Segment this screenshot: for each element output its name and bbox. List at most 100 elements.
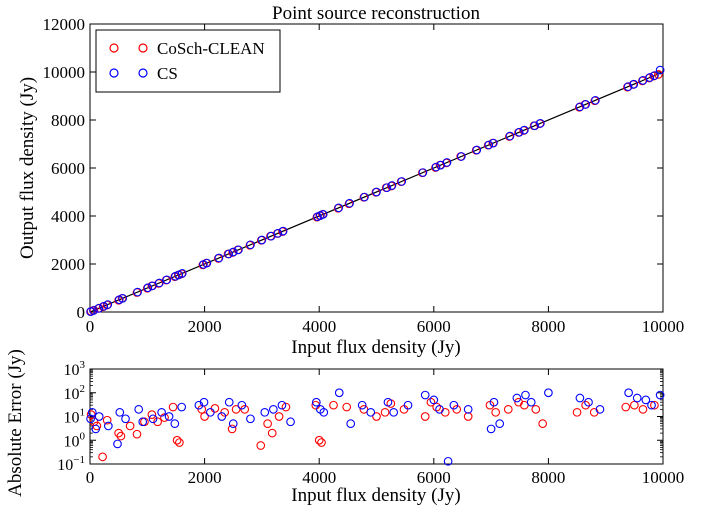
point-cs xyxy=(334,203,344,213)
error-point-cs xyxy=(86,414,95,424)
error-point-cs xyxy=(334,388,344,398)
point-cs xyxy=(484,140,494,150)
error-point-cs xyxy=(383,397,393,407)
error-data-points xyxy=(86,388,665,466)
error-point-coschclean xyxy=(98,452,107,462)
main-y-tick-label: 8000 xyxy=(51,111,85,130)
error-point-cs xyxy=(403,400,413,410)
point-cs xyxy=(89,306,98,315)
legend-label-coschclean: CoSch-CLEAN xyxy=(157,39,265,58)
point-cs xyxy=(530,121,539,131)
point-cs xyxy=(623,82,633,91)
error-scatter-chart: 0 2000 4000 6000 8000 10000 10−1100101102103 … xyxy=(5,349,684,506)
point-cs xyxy=(650,71,659,80)
error-point-coschclean xyxy=(168,402,178,412)
chart-title: Point source reconstruction xyxy=(272,3,480,24)
error-y-tick-label: 100 xyxy=(64,430,86,450)
error-point-cs xyxy=(526,397,536,407)
error-point-cs xyxy=(584,397,593,407)
point-cs xyxy=(133,287,142,297)
error-point-coschclean xyxy=(175,438,184,447)
error-point-cs xyxy=(521,390,530,400)
legend-entry-cs: CS xyxy=(109,64,178,83)
error-point-cs xyxy=(420,390,430,400)
main-data-points xyxy=(86,65,665,316)
error-x-tick-label: 4000 xyxy=(302,468,336,487)
legend-entry-coschclean: CoSch-CLEAN xyxy=(109,39,265,58)
error-point-coschclean xyxy=(329,400,338,410)
point-cs xyxy=(143,283,153,293)
point-cs xyxy=(472,145,482,155)
error-point-cs xyxy=(389,407,399,417)
point-cs xyxy=(387,181,397,190)
error-x-tick-label: 8000 xyxy=(531,468,565,487)
error-point-coschclean xyxy=(231,405,241,414)
error-point-coschclean xyxy=(503,405,513,414)
error-point-cs xyxy=(357,400,367,410)
error-point-coschclean xyxy=(114,428,123,438)
error-point-cs xyxy=(87,407,97,417)
error-point-cs xyxy=(113,439,122,449)
error-point-coschclean xyxy=(538,419,548,428)
error-point-cs xyxy=(435,405,444,414)
point-cs xyxy=(456,152,466,161)
error-x-tick-label: 2000 xyxy=(188,468,222,487)
point-cs xyxy=(514,127,524,137)
point-cs xyxy=(397,177,407,186)
error-point-cs xyxy=(489,397,499,407)
error-point-coschclean xyxy=(372,412,381,421)
error-point-cs xyxy=(94,412,104,421)
point-cs xyxy=(234,245,243,255)
point-cs xyxy=(431,162,441,172)
main-y-tick-label: 0 xyxy=(77,303,86,322)
error-point-cs xyxy=(486,424,496,434)
error-point-coschclean xyxy=(132,429,142,439)
error-y-tick-label: 102 xyxy=(64,383,86,403)
error-point-cs xyxy=(311,397,321,407)
error-point-coschclean xyxy=(531,405,541,414)
point-cs xyxy=(360,192,369,202)
point-cs xyxy=(177,269,187,278)
error-point-cs xyxy=(148,414,158,424)
error-point-coschclean xyxy=(572,407,582,417)
error-y-tick-labels: 10−1 100 101 102 103 xyxy=(57,359,85,474)
error-point-coschclean xyxy=(629,400,639,410)
error-point-cs xyxy=(595,405,605,414)
error-point-cs xyxy=(575,393,585,403)
error-y-tick-label: 103 xyxy=(64,359,86,379)
main-x-tick-labels: 0 2000 4000 6000 8000 10000 xyxy=(86,317,685,336)
error-point-cs xyxy=(443,456,453,466)
legend-label-cs: CS xyxy=(157,64,178,83)
error-y-tick-label: 10−1 xyxy=(57,454,85,474)
legend-marker-cs xyxy=(138,68,148,78)
point-cs xyxy=(645,73,655,82)
point-cs xyxy=(382,183,392,193)
error-point-cs xyxy=(319,407,329,417)
point-cs xyxy=(655,65,665,75)
error-point-coschclean xyxy=(160,413,169,422)
error-point-cs xyxy=(177,402,187,412)
point-cs xyxy=(257,235,267,245)
main-y-axis-label: Output flux density (Jy) xyxy=(17,77,38,259)
error-point-cs xyxy=(632,393,642,403)
error-x-tick-label: 6000 xyxy=(417,468,451,487)
error-point-cs xyxy=(237,400,247,410)
error-point-cs xyxy=(495,419,505,428)
main-y-tick-label: 2000 xyxy=(51,255,85,274)
point-cs xyxy=(629,79,639,89)
error-point-coschclean xyxy=(281,402,291,412)
error-point-cs xyxy=(138,417,148,427)
point-cs xyxy=(154,278,164,288)
point-cs xyxy=(489,138,498,148)
error-point-coschclean xyxy=(650,400,659,410)
point-cs xyxy=(418,168,428,177)
error-point-coschclean xyxy=(153,417,162,427)
point-cs xyxy=(246,240,255,250)
main-y-tick-label: 10000 xyxy=(43,63,86,82)
point-cs xyxy=(519,125,529,135)
error-point-cs xyxy=(260,407,270,417)
point-cs xyxy=(228,247,238,257)
point-cs xyxy=(278,226,288,236)
point-cs xyxy=(94,304,103,313)
